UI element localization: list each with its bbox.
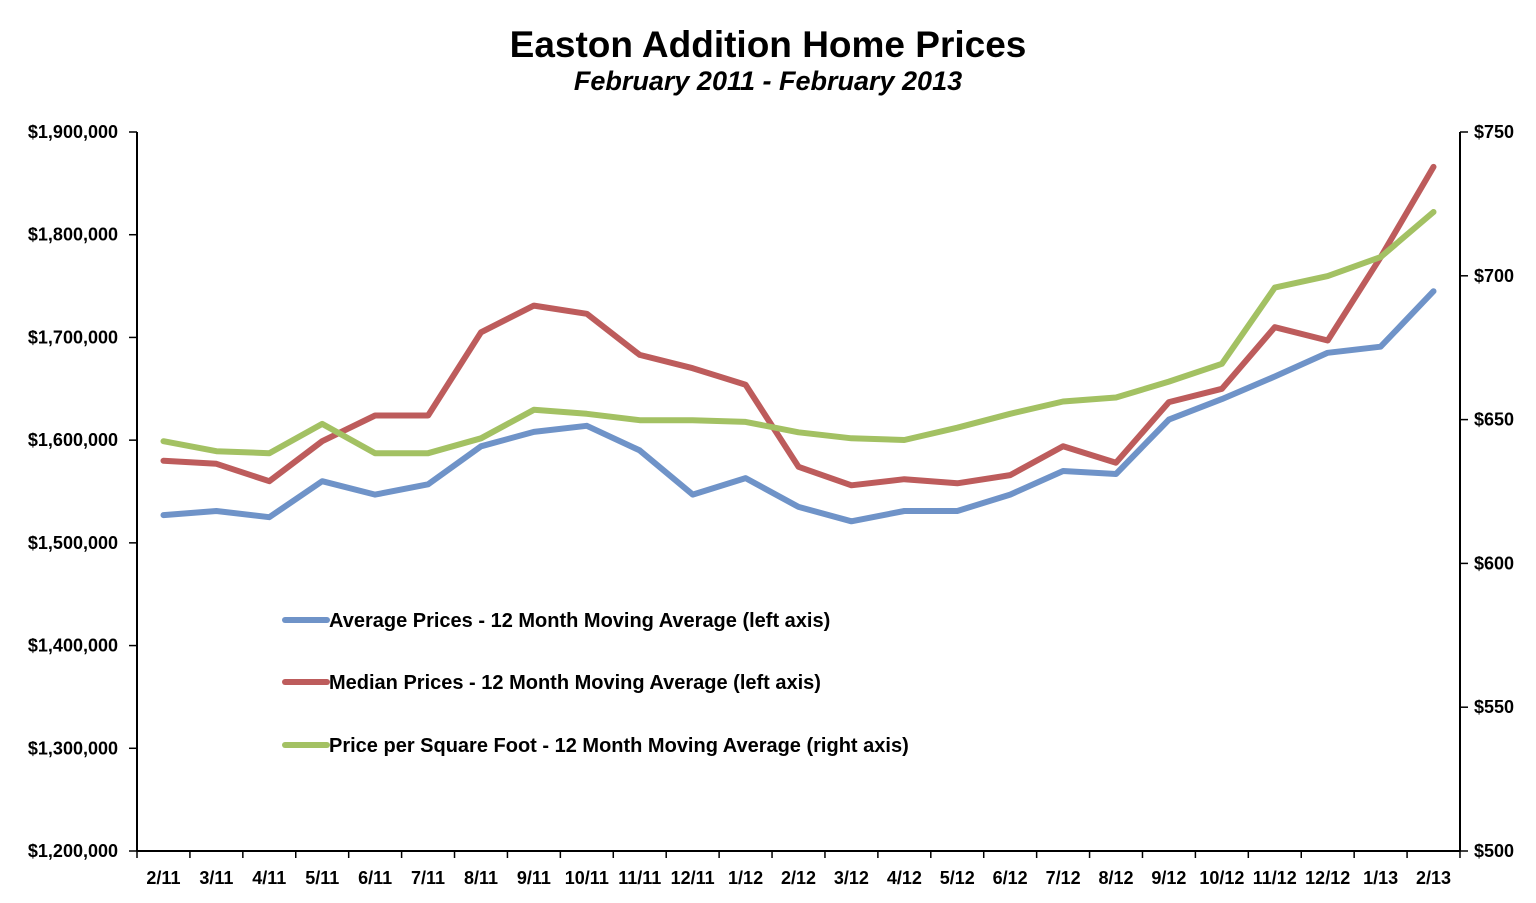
right-y-tick-label: $750	[1474, 122, 1514, 142]
legend-label: Price per Square Foot - 12 Month Moving …	[329, 735, 909, 757]
x-tick-label: 2/13	[1416, 868, 1451, 888]
x-axis-ticks: 2/11 3/11 4/11 5/11 6/11 7/11 8/11 9/11 10/11 11/…	[136, 851, 1461, 888]
x-tick-label: 8/12	[1098, 868, 1133, 888]
x-tick-label: 4/11	[252, 868, 286, 888]
x-tick-label: 9/11	[517, 868, 551, 888]
left-y-tick-label: $1,400,000	[28, 636, 118, 656]
right-y-tick-label: $500	[1474, 841, 1514, 861]
x-tick-label: 7/12	[1046, 868, 1081, 888]
right-y-axis-ticks: $500 $550 $600 $650 $700 $750	[1460, 122, 1514, 861]
legend-label: Median Prices - 12 Month Moving Average …	[329, 672, 821, 694]
series-line-average	[160, 288, 1437, 525]
right-y-tick-label: $550	[1474, 697, 1514, 717]
left-y-tick-label: $1,500,000	[28, 533, 118, 553]
legend: Average Prices - 12 Month Moving Average…	[282, 610, 909, 757]
series-lines	[160, 163, 1437, 525]
x-tick-label: 1/13	[1363, 868, 1398, 888]
series-line-price	[160, 209, 1437, 457]
x-tick-label: 6/12	[993, 868, 1028, 888]
x-tick-label: 4/12	[887, 868, 922, 888]
right-y-tick-label: $700	[1474, 266, 1514, 286]
right-y-tick-label: $600	[1474, 553, 1514, 573]
left-y-axis-ticks: $1,200,000 $1,300,000 $1,400,000 $1,500,000…	[28, 122, 137, 861]
x-tick-label: 11/11	[618, 868, 661, 888]
x-tick-label: 12/12	[1305, 868, 1350, 888]
x-tick-label: 3/11	[199, 868, 233, 888]
x-tick-label: 10/11	[565, 868, 609, 888]
left-y-tick-label: $1,900,000	[28, 122, 118, 142]
left-y-tick-label: $1,600,000	[28, 430, 118, 450]
x-tick-label: 6/11	[358, 868, 392, 888]
x-tick-label: 9/12	[1151, 868, 1186, 888]
x-tick-label: 5/11	[305, 868, 339, 888]
left-y-tick-label: $1,800,000	[28, 225, 118, 245]
x-tick-label: 11/12	[1253, 868, 1297, 888]
left-y-tick-label: $1,200,000	[28, 841, 118, 861]
x-tick-label: 8/11	[464, 868, 498, 888]
x-tick-label: 7/11	[411, 868, 445, 888]
x-tick-label: 2/11	[146, 868, 180, 888]
x-tick-label: 12/11	[671, 868, 715, 888]
x-tick-label: 1/12	[728, 868, 763, 888]
x-tick-label: 10/12	[1199, 868, 1244, 888]
chart-title: Easton Addition Home Prices	[509, 24, 1027, 65]
chart-subtitle: February 2011 - February 2013	[573, 66, 963, 96]
right-y-tick-label: $650	[1474, 410, 1514, 430]
x-tick-label: 3/12	[834, 868, 869, 888]
axes	[136, 132, 1461, 852]
legend-label: Average Prices - 12 Month Moving Average…	[329, 610, 830, 632]
x-tick-label: 2/12	[781, 868, 816, 888]
left-y-tick-label: $1,700,000	[28, 327, 118, 347]
series-line-median	[160, 163, 1437, 489]
x-tick-label: 5/12	[940, 868, 975, 888]
left-y-tick-label: $1,300,000	[28, 738, 118, 758]
